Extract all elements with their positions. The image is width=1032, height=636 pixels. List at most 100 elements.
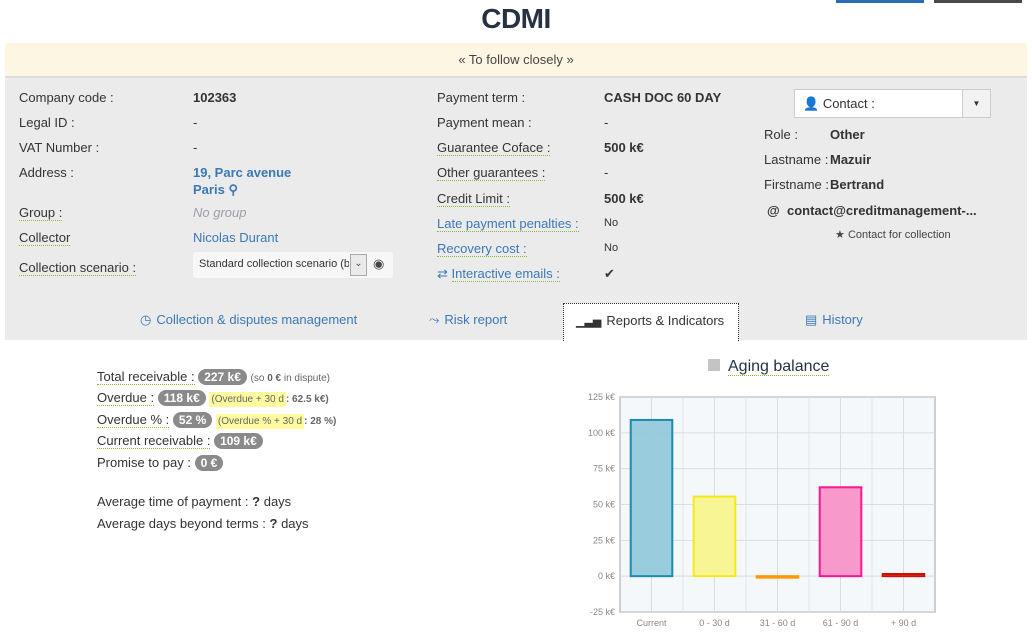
legal-id-label: Legal ID :	[19, 115, 75, 130]
group-label-text: Group :	[19, 205, 63, 221]
tab-collection-disputes-label: Collection & disputes management	[156, 312, 358, 327]
collection-scenario-value: Standard collection scenario (b	[199, 258, 349, 270]
overdue-pct-label: Overdue % :	[97, 412, 170, 428]
chevron-down-icon[interactable]: ⌄	[350, 254, 367, 276]
payment-term-value: CASH DOC 60 DAY	[604, 90, 722, 105]
tab-bar: ◷ Collection & disputes management ⤳ Risk …	[5, 303, 1027, 341]
collection-scenario-label: Collection scenario :	[19, 260, 137, 276]
credit-limit-value: 500 k€	[604, 191, 644, 206]
at-icon: @	[767, 203, 780, 218]
overdue-30-label: (Overdue + 30 d	[209, 392, 286, 407]
collection-contact-row: ★ Contact for collection	[835, 228, 951, 241]
page-title: CDMI	[481, 3, 551, 34]
top-action-button-secondary[interactable]	[934, 0, 1022, 3]
overdue-badge: 118 k€	[157, 390, 206, 406]
address-label: Address :	[19, 165, 74, 180]
email-link[interactable]: contact@creditmanagement-...	[787, 203, 977, 218]
company-code-value: 102363	[193, 90, 237, 105]
address-line1[interactable]: 19, Parc avenue	[193, 165, 292, 180]
late-penalties-link[interactable]: Late payment penalties :	[437, 216, 579, 232]
map-marker-icon: ⚲	[228, 182, 238, 197]
collector-link[interactable]: Nicolas Durant	[193, 230, 279, 245]
legend-swatch	[708, 359, 720, 371]
firstname-label: Firstname :	[764, 177, 830, 192]
company-info-panel: Company code : 102363 Legal ID : - VAT N…	[5, 76, 1027, 341]
role-label: Role :	[764, 127, 798, 142]
bar-31-60-d	[755, 575, 800, 579]
avg-beyond-row: Average days beyond terms : ? days	[97, 515, 309, 533]
recovery-cost-link[interactable]: Recovery cost :	[437, 241, 527, 257]
clock-icon: ◷	[140, 312, 152, 327]
overdue-row: Overdue : 118 k€ (Overdue + 30 d: 62.5 k…	[97, 389, 329, 407]
chart-title: Aging balance	[728, 358, 830, 376]
overdue-pct-30-label: (Overdue % + 30 d	[215, 414, 305, 429]
y-tick-label: 0 k€	[598, 571, 615, 581]
late-penalties-value: No	[604, 217, 619, 229]
contact-dropdown[interactable]: 👤 Contact : ▼	[794, 89, 991, 118]
y-tick-label: 25 k€	[593, 535, 615, 545]
collector-label: Collector	[19, 230, 71, 246]
x-tick-label: 61 - 90 d	[823, 618, 859, 628]
y-tick-label: 75 k€	[593, 464, 615, 474]
chart-legend[interactable]: Aging balance	[708, 358, 830, 376]
eye-icon[interactable]: ◉	[373, 256, 385, 271]
bar-0-30-d	[692, 495, 737, 578]
collection-contact-note: Contact for collection	[847, 229, 951, 241]
checkmark-icon: ✔	[604, 266, 615, 281]
star-icon: ★	[835, 229, 845, 241]
company-code-label: Company code :	[19, 90, 114, 105]
total-note: (so 0 € in dispute)	[251, 373, 331, 384]
x-tick-label: 0 - 30 d	[699, 618, 730, 628]
payment-term-label: Payment term :	[437, 90, 526, 105]
group-label: Group :	[19, 205, 63, 221]
avg-beyond-label: Average days beyond terms :	[97, 516, 266, 531]
caret-down-icon[interactable]: ▼	[962, 90, 990, 117]
collection-scenario-select[interactable]: Standard collection scenario (b ⌄ ◉	[193, 252, 393, 278]
avg-payment-label: Average time of payment :	[97, 494, 249, 509]
overdue-30-value: : 62.5 k€)	[285, 394, 329, 405]
vat-value: -	[193, 140, 198, 155]
x-tick-label: 31 - 60 d	[760, 618, 796, 628]
top-action-button-primary[interactable]	[836, 0, 924, 3]
list-icon: ▤	[805, 312, 818, 327]
x-tick-label: + 90 d	[891, 618, 916, 628]
tab-reports-indicators[interactable]: ▁▃▅ Reports & Indicators	[563, 303, 739, 341]
x-tick-label: Current	[636, 618, 667, 628]
total-receivable-label: Total receivable :	[97, 369, 195, 385]
legal-id-value: -	[193, 115, 198, 130]
total-note-bold: 0 €	[267, 373, 282, 384]
overdue-pct-30-value: : 28 %)	[304, 416, 337, 427]
tab-history-label: History	[822, 312, 863, 327]
avg-beyond-unit: days	[281, 516, 309, 531]
overdue-pct-badge: 52 %	[172, 412, 213, 428]
lastname-value: Mazuir	[830, 152, 872, 167]
contact-dropdown-label: Contact :	[822, 96, 875, 111]
aging-balance-chart: 125 k€ 100 k€ 75 k€ 50 k€ 25 k€ 0 k€ -25 k€ Cur…	[588, 392, 936, 628]
role-value: Other	[830, 127, 865, 142]
overdue-label: Overdue :	[97, 390, 155, 406]
recovery-cost-value: No	[604, 242, 619, 254]
tab-history[interactable]: ▤ History	[805, 303, 863, 339]
bar-current	[629, 418, 674, 578]
overdue-pct-row: Overdue % : 52 % (Overdue % + 30 d: 28 %…	[97, 411, 336, 429]
lastname-label: Lastname :	[764, 152, 829, 167]
tab-risk-report-label: Risk report	[444, 312, 508, 327]
total-receivable-badge: 227 k€	[198, 369, 247, 385]
group-value: No group	[193, 205, 247, 220]
interactive-emails-label: Interactive emails :	[451, 266, 560, 282]
current-receivable-badge: 109 k€	[214, 433, 263, 449]
interactive-emails-link[interactable]: ⇄ Interactive emails :	[437, 266, 560, 282]
promise-row: Promise to pay : 0 €	[97, 454, 224, 472]
exchange-icon: ⇄	[437, 266, 448, 281]
tab-risk-report[interactable]: ⤳ Risk report	[429, 303, 507, 339]
tab-collection-disputes[interactable]: ◷ Collection & disputes management	[140, 303, 357, 339]
user-icon: 👤	[803, 96, 820, 111]
current-receivable-label: Current receivable :	[97, 433, 211, 449]
address-city-link[interactable]: Paris ⚲	[193, 182, 238, 198]
tab-reports-indicators-label: Reports & Indicators	[606, 313, 725, 328]
vat-label: VAT Number :	[19, 140, 100, 155]
payment-mean-value: -	[604, 115, 609, 130]
credit-limit-label: Credit Limit :	[437, 191, 510, 207]
y-tick-label: 125 k€	[588, 392, 615, 402]
guarantee-coface-label: Guarantee Coface :	[437, 140, 551, 156]
